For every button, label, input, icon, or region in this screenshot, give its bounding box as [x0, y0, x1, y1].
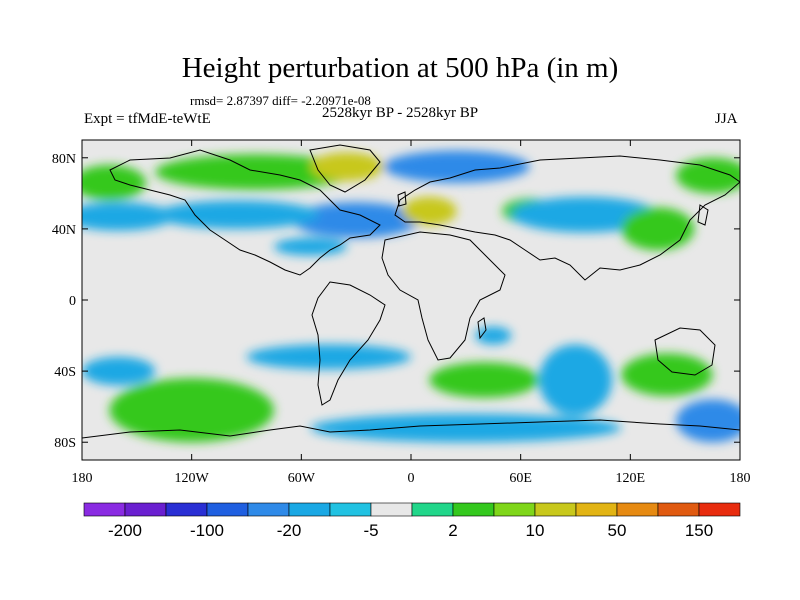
- lon-tick-label: 180: [72, 471, 93, 486]
- colorbar-label: 150: [685, 521, 713, 540]
- field-region-south-america-blue: [246, 344, 411, 370]
- field-region-south-atlantic-green: [429, 362, 539, 398]
- colorbar-label: -100: [190, 521, 224, 540]
- field-region-europe-yellow: [401, 196, 457, 226]
- field-region-north-america-blue: [155, 200, 320, 229]
- coastline-british-isles: [397, 191, 407, 207]
- lat-tick-label: 40S: [54, 365, 76, 380]
- field-region-siberia-green: [676, 157, 740, 194]
- lon-tick-label: 120W: [175, 471, 210, 486]
- colorbar-swatch: [452, 502, 495, 517]
- season-label: JJA: [715, 111, 738, 127]
- colorbar-swatch: [83, 502, 126, 517]
- field-region-greenland-green: [310, 152, 384, 181]
- field-region-barents-blue: [383, 150, 530, 183]
- colorbar-label: 10: [526, 521, 545, 540]
- colorbar-swatch: [657, 502, 700, 517]
- field-region-north-atlantic-blue: [292, 202, 421, 238]
- coastline-japan: [697, 204, 709, 226]
- rmsd-diff-label: rmsd= 2.87397 diff= -2.20971e-08: [190, 93, 371, 108]
- coastlines: [82, 144, 740, 439]
- colorbar-swatch: [411, 502, 454, 517]
- lat-tick-label: 80S: [54, 436, 76, 451]
- colorbar-swatch: [493, 502, 536, 517]
- colorbar: -200 -100 -20 -5 2 10 50 150: [83, 502, 741, 540]
- field-region-australia-green: [621, 353, 713, 396]
- colorbar-swatch: [288, 502, 331, 517]
- coastline-south-america: [311, 281, 386, 406]
- colorbar-swatch: [370, 502, 413, 517]
- coastline-madagascar: [477, 317, 487, 340]
- field-region-southeast-pacific-blue: [676, 399, 740, 443]
- colorbar-swatch: [165, 502, 208, 517]
- lat-tick-label: 40N: [52, 223, 76, 238]
- colorbar-swatch: [206, 502, 249, 517]
- colorbar-label: -200: [108, 521, 142, 540]
- experiment-label: Expt = tfMdE-teWtE: [84, 111, 211, 127]
- colorbar-label: 2: [448, 521, 457, 540]
- colorbar-swatch: [247, 502, 290, 517]
- field-region-indian-ocean-blue: [538, 344, 613, 416]
- field-region-north-pacific-blue: [82, 202, 174, 231]
- lon-tick-label: 0: [408, 471, 415, 486]
- coastline-antarctica: [82, 419, 740, 439]
- colorbar-label: -5: [363, 521, 378, 540]
- field-region-north-pacific-green: [82, 164, 146, 201]
- field-region-south-pacific-blue: [82, 356, 156, 386]
- coastline-north-america: [109, 149, 381, 276]
- colorbar-swatch: [698, 502, 741, 517]
- lon-tick-label: 120E: [616, 471, 646, 486]
- colorbar-swatch: [329, 502, 372, 517]
- colorbar-label: 50: [608, 521, 627, 540]
- height-field: [82, 150, 740, 443]
- coastline-eurasia: [394, 155, 740, 281]
- colorbar-label: -20: [277, 521, 302, 540]
- coastline-greenland: [309, 144, 381, 193]
- field-region-south-pacific-green: [109, 378, 274, 443]
- field-region-madagascar-blue: [474, 326, 512, 345]
- lat-tick-label: 80N: [52, 152, 76, 167]
- colorbar-swatch: [124, 502, 167, 517]
- field-region-asia-blue: [511, 196, 658, 233]
- field-region-east-asia-green: [621, 207, 695, 251]
- lon-tick-label: 60W: [288, 471, 316, 486]
- field-region-arctic-canada-green: [155, 154, 357, 190]
- coastline-australia: [654, 327, 716, 376]
- colorbar-swatch: [575, 502, 618, 517]
- lon-tick-label: 60E: [509, 471, 532, 486]
- lat-tick-label: 0: [69, 294, 76, 309]
- field-region-southern-ocean-blue: [310, 413, 622, 443]
- axis-ticks: 80N 40N 0 40S 80S 180 120W 60W 0 60E 120E 180: [52, 140, 751, 486]
- colorbar-swatch: [534, 502, 577, 517]
- coastline-africa: [381, 231, 506, 361]
- plot-title: Height perturbation at 500 hPa (in m): [181, 52, 619, 84]
- lon-tick-label: 180: [730, 471, 751, 486]
- time-period-label: 2528kyr BP - 2528kyr BP: [322, 105, 479, 121]
- colorbar-swatch: [616, 502, 659, 517]
